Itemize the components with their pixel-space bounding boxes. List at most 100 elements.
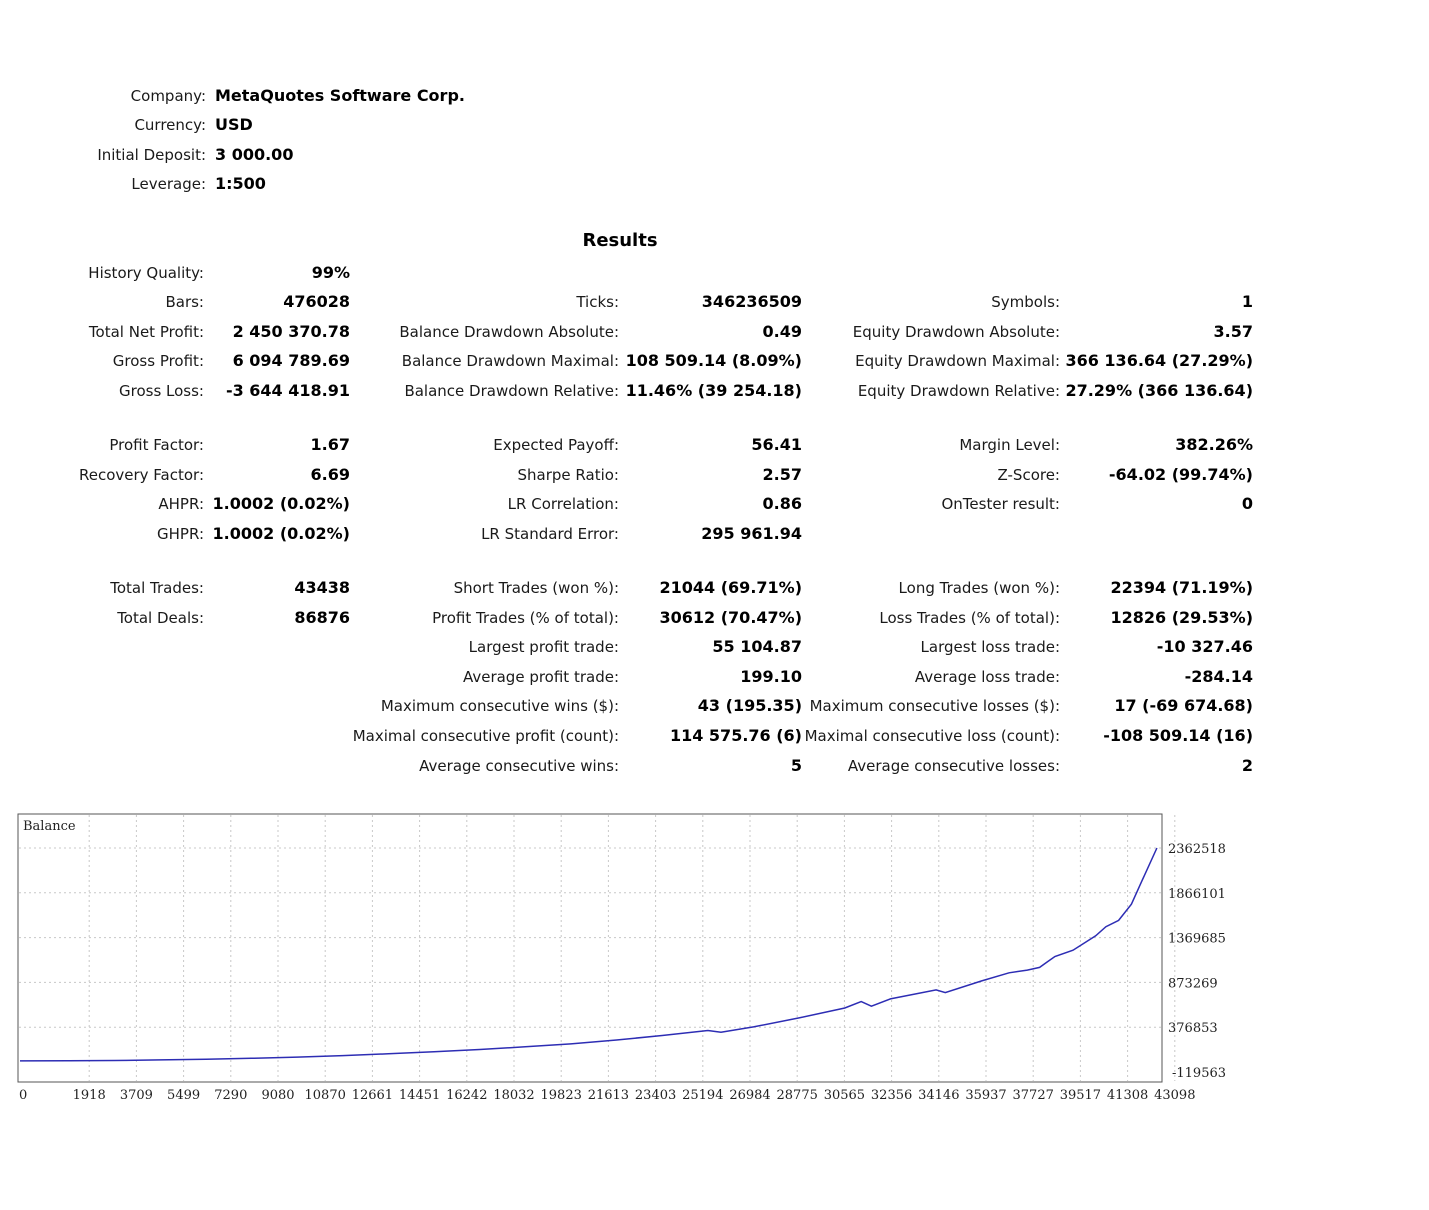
y-tick-label: 1369685 xyxy=(1168,932,1226,947)
y-tick-label: 2362518 xyxy=(1168,842,1226,857)
loss-trades-label: Loss Trades (% of total): xyxy=(879,609,1060,627)
z-score-value: -64.02 (99.74%) xyxy=(1108,465,1253,484)
lr-standard-error-label: LR Standard Error: xyxy=(481,525,619,543)
ghpr-value: 1.0002 (0.02%) xyxy=(212,524,350,543)
recovery-factor-label: Recovery Factor: xyxy=(78,466,204,484)
x-tick-label: 1918 xyxy=(73,1088,106,1103)
symbols-value: 1 xyxy=(1241,292,1253,311)
balance-drawdown-absolute-label: Balance Drawdown Absolute: xyxy=(399,323,619,341)
long-trades-label: Long Trades (won %): xyxy=(898,579,1060,597)
history-quality-label: History Quality: xyxy=(88,264,204,282)
equity-drawdown-absolute-value: 3.57 xyxy=(1213,322,1253,341)
lr-standard-error-value: 295 961.94 xyxy=(701,524,802,543)
ahpr-label: AHPR: xyxy=(158,495,204,513)
largest-profit-trade-label: Largest profit trade: xyxy=(468,638,619,656)
maximal-consecutive-loss-value: -108 509.14 (16) xyxy=(1103,726,1253,745)
equity-drawdown-maximal-value: 366 136.64 (27.29%) xyxy=(1065,351,1253,370)
y-axis-ticks: 2362518 1866101 1369685 873269 376853 -119563 xyxy=(1168,842,1226,1081)
largest-loss-trade-label: Largest loss trade: xyxy=(920,638,1060,656)
ticks-value: 346236509 xyxy=(701,292,802,311)
bars-label: Bars: xyxy=(165,293,204,311)
margin-level-value: 382.26% xyxy=(1175,435,1253,454)
profit-trades-value: 30612 (70.47%) xyxy=(659,608,803,627)
company-label: Company: xyxy=(130,87,206,105)
bars-value: 476028 xyxy=(283,292,350,311)
leverage-value: 1:500 xyxy=(215,174,266,193)
average-loss-trade-value: -284.14 xyxy=(1184,667,1253,686)
balance-drawdown-maximal-label: Balance Drawdown Maximal: xyxy=(401,352,619,370)
total-net-profit-label: Total Net Profit: xyxy=(88,323,204,341)
history-quality-value: 99% xyxy=(311,263,350,282)
currency-value: USD xyxy=(215,115,253,134)
x-tick-label: 32356 xyxy=(871,1088,912,1103)
x-tick-label: 23403 xyxy=(635,1088,676,1103)
x-tick-label: 37727 xyxy=(1013,1088,1054,1103)
x-tick-label: 25194 xyxy=(682,1088,723,1103)
initial-deposit-value: 3 000.00 xyxy=(215,145,294,164)
maximal-consecutive-profit-value: 114 575.76 (6) xyxy=(669,726,802,745)
lr-correlation-label: LR Correlation: xyxy=(507,495,619,513)
maximal-consecutive-loss-label: Maximal consecutive loss (count): xyxy=(804,727,1060,745)
symbols-label: Symbols: xyxy=(991,293,1060,311)
x-tick-label: 28775 xyxy=(777,1088,818,1103)
chart-frame xyxy=(17,813,1163,1083)
average-profit-trade-value: 199.10 xyxy=(740,667,802,686)
max-consecutive-losses-value: 17 (-69 674.68) xyxy=(1114,696,1253,715)
balance-drawdown-maximal-value: 108 509.14 (8.09%) xyxy=(625,351,802,370)
average-consecutive-wins-value: 5 xyxy=(790,756,802,775)
gross-loss-value: -3 644 418.91 xyxy=(225,381,350,400)
x-tick-label: 21613 xyxy=(588,1088,629,1103)
total-trades-value: 43438 xyxy=(294,578,350,597)
profit-factor-value: 1.67 xyxy=(310,435,350,454)
z-score-label: Z-Score: xyxy=(997,466,1061,484)
y-tick-label: 873269 xyxy=(1168,976,1218,991)
short-trades-label: Short Trades (won %): xyxy=(453,579,619,597)
initial-deposit-label: Initial Deposit: xyxy=(97,146,206,164)
x-tick-label: 16242 xyxy=(446,1088,487,1103)
total-deals-value: 86876 xyxy=(294,608,350,627)
company-value: MetaQuotes Software Corp. xyxy=(215,86,465,105)
average-profit-trade-label: Average profit trade: xyxy=(462,668,619,686)
x-tick-label: 39517 xyxy=(1060,1088,1101,1103)
average-consecutive-losses-label: Average consecutive losses: xyxy=(847,757,1060,775)
loss-trades-value: 12826 (29.53%) xyxy=(1110,608,1254,627)
x-tick-label: 9080 xyxy=(261,1088,294,1103)
equity-drawdown-relative-label: Equity Drawdown Relative: xyxy=(857,382,1060,400)
largest-loss-trade-value: -10 327.46 xyxy=(1156,637,1253,656)
maximal-consecutive-profit-label: Maximal consecutive profit (count): xyxy=(352,727,619,745)
x-tick-label: 18032 xyxy=(493,1088,534,1103)
expected-payoff-label: Expected Payoff: xyxy=(493,436,619,454)
ghpr-label: GHPR: xyxy=(157,525,204,543)
y-tick-label: 376853 xyxy=(1168,1021,1218,1036)
lr-correlation-value: 0.86 xyxy=(762,494,802,513)
leverage-label: Leverage: xyxy=(131,175,206,193)
long-trades-value: 22394 (71.19%) xyxy=(1110,578,1254,597)
max-consecutive-wins-value: 43 (195.35) xyxy=(697,696,802,715)
profit-trades-label: Profit Trades (% of total): xyxy=(432,609,619,627)
total-net-profit-value: 2 450 370.78 xyxy=(232,322,350,341)
x-axis-ticks: 0 1918 3709 5499 7290 9080 10870 12661 14451 1624… xyxy=(19,1088,1195,1103)
total-deals-label: Total Deals: xyxy=(117,609,204,627)
x-tick-label: 43098 xyxy=(1154,1088,1195,1103)
x-tick-label: 41308 xyxy=(1107,1088,1148,1103)
ticks-label: Ticks: xyxy=(576,293,619,311)
gross-profit-label: Gross Profit: xyxy=(112,352,204,370)
ontester-result-value: 0 xyxy=(1241,494,1253,513)
largest-profit-trade-value: 55 104.87 xyxy=(712,637,802,656)
chart-title: Balance xyxy=(23,819,76,834)
short-trades-value: 21044 (69.71%) xyxy=(659,578,803,597)
recovery-factor-value: 6.69 xyxy=(310,465,350,484)
x-tick-label: 35937 xyxy=(965,1088,1006,1103)
expected-payoff-value: 56.41 xyxy=(751,435,802,454)
currency-label: Currency: xyxy=(134,116,206,134)
balance-drawdown-relative-label: Balance Drawdown Relative: xyxy=(404,382,619,400)
sharpe-ratio-value: 2.57 xyxy=(762,465,802,484)
gross-profit-value: 6 094 789.69 xyxy=(232,351,350,370)
x-tick-label: 3709 xyxy=(120,1088,153,1103)
equity-drawdown-maximal-label: Equity Drawdown Maximal: xyxy=(855,352,1060,370)
equity-drawdown-relative-value: 27.29% (366 136.64) xyxy=(1065,381,1253,400)
ontester-result-label: OnTester result: xyxy=(941,495,1060,513)
x-tick-label: 14451 xyxy=(399,1088,440,1103)
equity-drawdown-absolute-label: Equity Drawdown Absolute: xyxy=(852,323,1060,341)
